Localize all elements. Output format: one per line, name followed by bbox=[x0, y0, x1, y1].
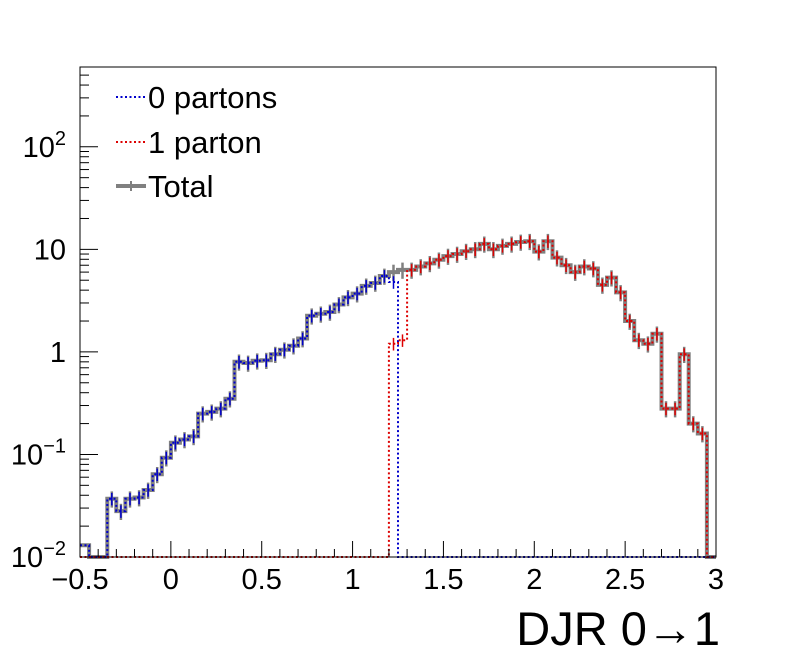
axes: −0.5 0 0.5 1 1.5 2 2.5 3 10−2 10−1 1 10 102 bbox=[11, 66, 724, 596]
plot-frame bbox=[79, 66, 717, 558]
x-tick-label: −0.5 bbox=[51, 564, 108, 596]
x-tick-label: 1 bbox=[345, 564, 361, 596]
legend-label: 1 parton bbox=[148, 125, 262, 160]
legend-label: 0 partons bbox=[148, 80, 277, 115]
y-tick-label: 10 bbox=[34, 234, 66, 266]
y-tick-label: 1 bbox=[50, 337, 66, 369]
zero-partons-series bbox=[80, 270, 716, 558]
x-tick-label: 2 bbox=[526, 564, 542, 596]
x-tick-label: 1.5 bbox=[423, 564, 463, 596]
one-parton-series bbox=[80, 235, 716, 558]
y-tick-label: 102 bbox=[23, 128, 66, 164]
x-axis-title: DJR 0→1 bbox=[516, 602, 720, 655]
y-tick-label: 10−2 bbox=[11, 538, 66, 574]
x-tick-label: 2.5 bbox=[605, 564, 645, 596]
x-tick-label: 0.5 bbox=[242, 564, 282, 596]
zero-partons-step-line bbox=[80, 275, 716, 558]
x-tick-label: 3 bbox=[708, 564, 724, 596]
y-tick-label: 10−1 bbox=[11, 435, 66, 471]
legend-label: Total bbox=[148, 169, 213, 204]
x-tick-label: 0 bbox=[163, 564, 179, 596]
legend: 0 partons 1 parton Total bbox=[116, 80, 277, 204]
